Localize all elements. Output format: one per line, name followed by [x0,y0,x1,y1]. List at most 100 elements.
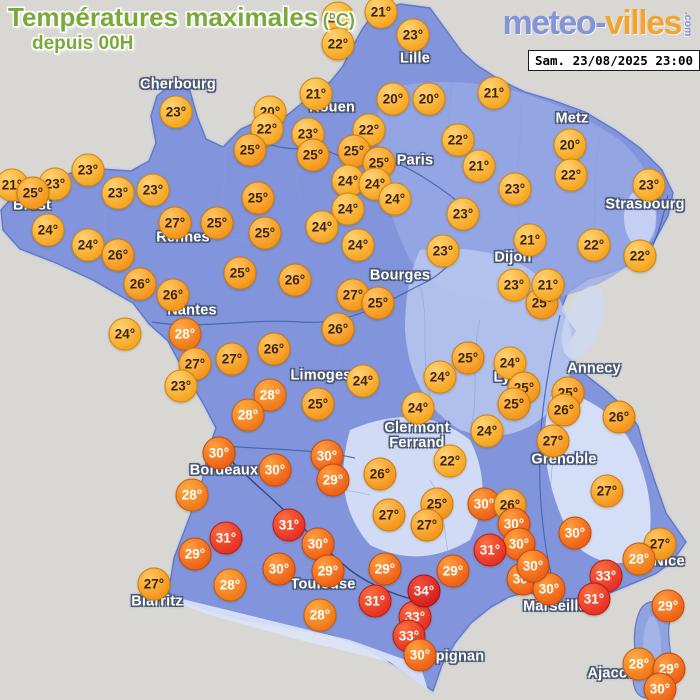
temp-bubble: 22° [433,444,467,478]
temp-bubble: 23° [498,172,532,206]
temp-bubble: 25° [497,387,531,421]
temp-bubble: 26° [363,457,397,491]
datetime-label: Sam. 23/08/2025 23:00 [527,50,700,71]
terrain-vosges [624,190,656,246]
temp-bubble: 27° [372,498,406,532]
temp-bubble: 22° [250,112,284,146]
temp-bubble: 30° [532,572,566,606]
city-label: Grenoble [531,451,597,468]
temp-bubble: 25° [223,256,257,290]
city-label: Clermont Ferrand [384,419,450,451]
city-label: Strasbourg [605,196,685,213]
page-subtitle: depuis 00H [32,33,134,54]
temp-bubble: 30° [643,672,677,700]
page-title-unit: (°C) [322,10,355,30]
temp-bubble: 26° [156,278,190,312]
city-label: Cherbourg [140,76,216,93]
temp-bubble: 25° [296,138,330,172]
temp-bubble: 31° [577,582,611,616]
temp-bubble: 24° [470,414,504,448]
city-label: Bordeaux [189,462,259,479]
temp-bubble: 22° [321,27,355,61]
temp-bubble: 24° [71,228,105,262]
temp-bubble: 31° [473,533,507,567]
temp-bubble: 23° [497,268,531,302]
temp-bubble: 23° [101,176,135,210]
temp-bubble: 26° [278,263,312,297]
temp-bubble: 20° [553,128,587,162]
temp-bubble: 25° [16,176,50,210]
temp-bubble: 21° [299,77,333,111]
temp-bubble: 21° [477,76,511,110]
temp-bubble: 30° [516,549,550,583]
temp-bubble: 27° [410,508,444,542]
temp-bubble: 26° [101,238,135,272]
temp-bubble: 23° [632,168,666,202]
temp-bubble: 28° [213,568,247,602]
temp-bubble: 25° [233,133,267,167]
temp-bubble: 28° [168,317,202,351]
logo-suffix-com: .com [682,12,694,37]
temp-bubble: 23° [446,197,480,231]
temp-bubble: 28° [175,478,209,512]
temp-bubble: 30° [558,516,592,550]
temp-bubble: 27° [590,474,624,508]
temp-bubble: 27° [158,206,192,240]
temp-bubble: 25° [248,216,282,250]
temp-bubble: 22° [623,239,657,273]
temp-bubble: 29° [311,554,345,588]
temp-bubble: 22° [577,228,611,262]
logo-meteo-villes[interactable]: meteo-villes .com [502,4,694,43]
temp-bubble: 20° [376,82,410,116]
temp-bubble: 20° [412,82,446,116]
temp-bubble: 28° [303,598,337,632]
temp-bubble: 26° [547,393,581,427]
temp-bubble: 22° [554,158,588,192]
temp-bubble: 31° [358,584,392,618]
temp-bubble: 26° [602,400,636,434]
temp-bubble: 28° [231,398,265,432]
temp-bubble: 25° [241,181,275,215]
temp-bubble: 23° [426,234,460,268]
temp-bubble: 24° [305,210,339,244]
city-label: Lille [399,50,431,67]
temp-bubble: 29° [368,552,402,586]
temp-bubble: 27° [137,567,171,601]
temp-bubble: 22° [441,123,475,157]
terrain-jura [561,285,605,359]
temp-bubble: 23° [159,95,193,129]
temp-bubble: 27° [215,342,249,376]
temp-bubble: 21° [364,0,398,29]
temp-bubble: 24° [423,360,457,394]
temp-bubble: 24° [346,364,380,398]
temp-bubble: 23° [71,153,105,187]
temp-bubble: 24° [31,213,65,247]
city-label: Limoges [290,367,352,384]
terrain-pyrenees [170,596,428,690]
temp-bubble: 29° [436,554,470,588]
temp-bubble: 33° [392,619,426,653]
temp-bubble: 25° [301,387,335,421]
temp-bubble: 25° [361,286,395,320]
temp-bubble: 28° [622,647,656,681]
temp-bubble: 26° [123,267,157,301]
temp-bubble: 29° [316,463,350,497]
temp-bubble: 30° [467,487,501,521]
temp-bubble: 25° [200,206,234,240]
temp-bubble: 30° [258,453,292,487]
temp-bubble: 24° [108,317,142,351]
temp-bubble: 31° [209,521,243,555]
temp-bubble: 21° [513,223,547,257]
temp-bubble: 24° [401,391,435,425]
temp-bubble: 23° [396,18,430,52]
temp-bubble: 34° [407,574,441,608]
logo-part-villes: villes [604,4,683,42]
temp-bubble: 30° [202,436,236,470]
page-title: Températures maximales [8,2,319,32]
temp-bubble: 31° [272,508,306,542]
temp-bubble: 28° [622,542,656,576]
temp-bubble: 23° [136,173,170,207]
temp-bubble: 29° [178,537,212,571]
temp-bubble: 29° [651,589,685,623]
